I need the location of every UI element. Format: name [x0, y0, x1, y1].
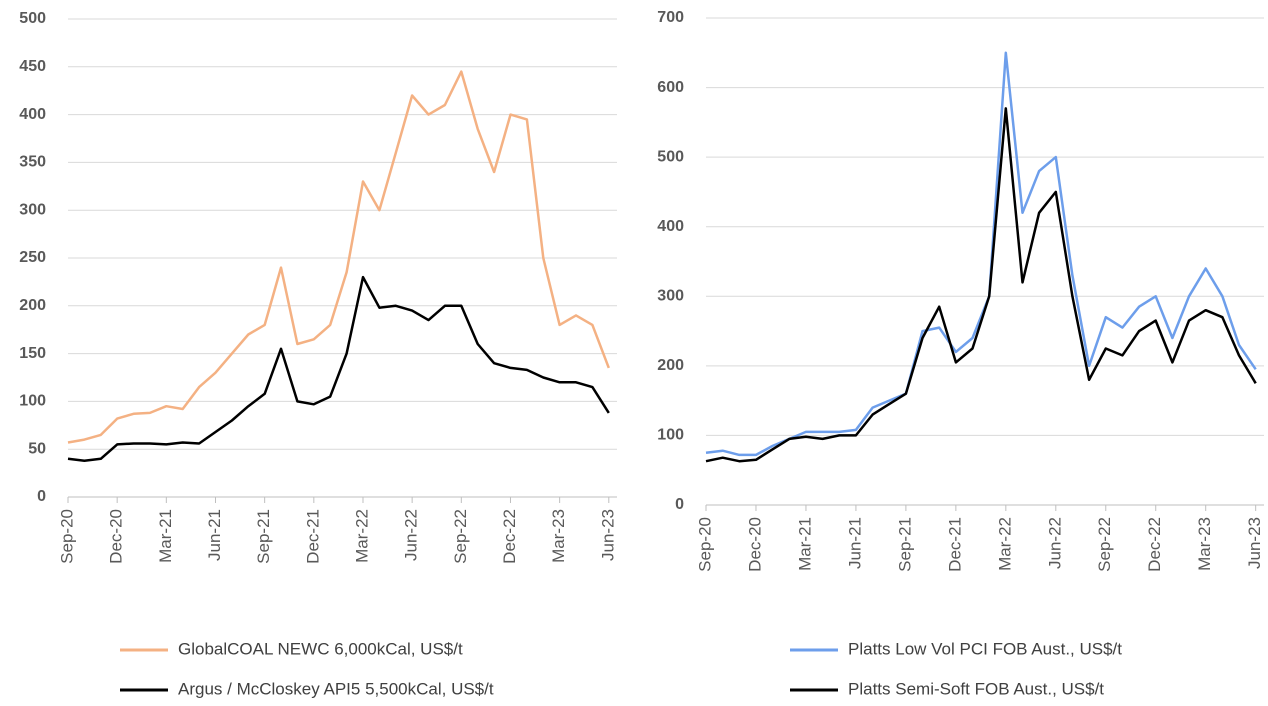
legend-label: GlobalCOAL NEWC 6,000kCal, US$/t [178, 639, 463, 658]
y-tick-label: 700 [657, 9, 684, 26]
x-tick-label: Jun-21 [205, 509, 224, 561]
y-tick-label: 0 [37, 488, 46, 505]
legend-label: Platts Low Vol PCI FOB Aust., US$/t [848, 639, 1122, 658]
x-tick-label: Dec-22 [1145, 517, 1164, 572]
y-tick-label: 450 [19, 58, 46, 75]
legend-label: Platts Semi-Soft FOB Aust., US$/t [848, 679, 1104, 698]
x-tick-label: Sep-20 [57, 509, 76, 564]
y-tick-label: 500 [19, 10, 46, 27]
y-tick-label: 200 [657, 357, 684, 374]
line-series [67, 275, 610, 462]
y-tick-label: 300 [657, 288, 684, 305]
y-tick-label: 500 [657, 148, 684, 165]
legend-label: Argus / McCloskey API5 5,500kCal, US$/t [178, 679, 494, 698]
x-tick-label: Sep-22 [1095, 517, 1114, 572]
x-tick-label: Mar-23 [549, 509, 568, 563]
x-tick-label: Sep-21 [254, 509, 273, 564]
y-tick-label: 50 [28, 440, 46, 457]
y-tick-label: 100 [657, 427, 684, 444]
x-tick-label: Dec-21 [303, 509, 322, 564]
y-tick-label: 400 [19, 106, 46, 123]
y-tick-label: 250 [19, 249, 46, 266]
x-tick-label: Dec-20 [745, 517, 764, 572]
line-series [705, 51, 1257, 457]
x-tick-label: Mar-22 [352, 509, 371, 563]
x-tick-label: Jun-23 [598, 509, 617, 561]
y-tick-label: 300 [19, 201, 46, 218]
x-tick-label: Mar-22 [995, 517, 1014, 571]
y-tick-label: 200 [19, 297, 46, 314]
x-tick-label: Jun-23 [1245, 517, 1264, 569]
y-tick-label: 100 [19, 393, 46, 410]
x-tick-label: Dec-22 [500, 509, 519, 564]
x-tick-label: Sep-21 [895, 517, 914, 572]
x-tick-label: Dec-21 [945, 517, 964, 572]
x-tick-label: Jun-22 [1045, 517, 1064, 569]
y-tick-label: 350 [19, 154, 46, 171]
y-tick-label: 400 [657, 218, 684, 235]
x-tick-label: Dec-20 [107, 509, 126, 564]
x-tick-label: Sep-22 [451, 509, 470, 564]
line-series [705, 107, 1257, 463]
y-tick-label: 600 [657, 79, 684, 96]
x-tick-label: Mar-21 [795, 517, 814, 571]
x-tick-label: Mar-23 [1195, 517, 1214, 571]
line-series [67, 70, 610, 444]
x-tick-label: Mar-21 [156, 509, 175, 563]
y-tick-label: 150 [19, 345, 46, 362]
y-tick-label: 0 [675, 496, 684, 513]
x-tick-label: Jun-21 [845, 517, 864, 569]
x-tick-label: Jun-22 [402, 509, 421, 561]
x-tick-label: Sep-20 [695, 517, 714, 572]
